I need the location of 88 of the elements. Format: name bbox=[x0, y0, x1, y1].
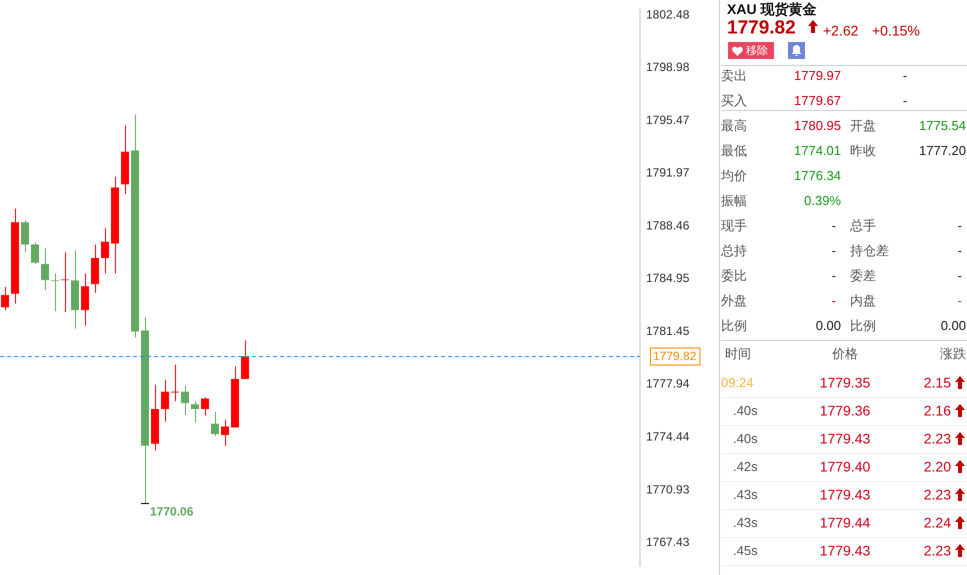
y-tick-label: 1781.45 bbox=[646, 324, 690, 338]
annotation: 1770.06 bbox=[150, 504, 194, 518]
text: 1779.44 bbox=[820, 514, 870, 531]
text: - bbox=[832, 292, 836, 308]
text: .40s bbox=[733, 430, 758, 446]
text: 0.39% bbox=[804, 192, 841, 208]
text: 最低 bbox=[721, 142, 747, 158]
text: - bbox=[958, 242, 962, 258]
text: - bbox=[832, 218, 836, 234]
text: .43s bbox=[733, 486, 758, 502]
candlestick bbox=[161, 379, 169, 422]
text: 买入 bbox=[721, 92, 747, 108]
text: 涨跌 bbox=[940, 346, 966, 362]
text: 总手 bbox=[850, 218, 876, 234]
text: 内盘 bbox=[850, 292, 876, 308]
candlestick bbox=[41, 248, 49, 290]
text: 开盘 bbox=[850, 118, 876, 134]
text: 2.16 bbox=[924, 402, 951, 419]
text: 昨收 bbox=[850, 142, 876, 158]
candlestick bbox=[31, 242, 39, 264]
text: 均价 bbox=[721, 168, 747, 184]
y-tick-label: 1767.43 bbox=[646, 534, 690, 549]
button: 移除 bbox=[728, 42, 774, 59]
candlestick bbox=[101, 228, 109, 274]
candlestick bbox=[81, 273, 89, 326]
text: - bbox=[832, 242, 836, 258]
text: 委比 bbox=[721, 268, 747, 284]
text: .40s bbox=[733, 402, 758, 418]
text: 持仓差 bbox=[850, 242, 889, 258]
text: 2.23 bbox=[924, 486, 951, 503]
text: .43s bbox=[733, 514, 758, 530]
text: - bbox=[832, 268, 836, 284]
text: 1779.36 bbox=[820, 402, 870, 419]
text: 比例 bbox=[721, 318, 747, 334]
text: 1779.43 bbox=[820, 430, 870, 447]
y-tick-label: 1777.94 bbox=[646, 376, 690, 391]
text: 2.20 bbox=[924, 458, 951, 475]
text: 1780.95 bbox=[794, 118, 841, 134]
text: - bbox=[958, 268, 962, 284]
candlestick bbox=[241, 340, 249, 380]
text: 卖出 bbox=[721, 68, 747, 84]
text: 1774.01 bbox=[794, 142, 841, 158]
text: - bbox=[958, 218, 962, 234]
text: 委差 bbox=[850, 268, 876, 284]
text: - bbox=[902, 92, 908, 108]
y-tick-label: 1791.97 bbox=[646, 166, 690, 180]
ref-line-label: 1779.82 bbox=[653, 348, 697, 363]
text: - bbox=[902, 68, 908, 84]
text: 1779.35 bbox=[820, 374, 870, 391]
candlestick bbox=[21, 220, 29, 253]
y-tick-label: 1802.48 bbox=[646, 7, 690, 22]
text: 1779.40 bbox=[820, 458, 870, 475]
text: 1779.97 bbox=[794, 68, 841, 84]
text: 09:24 bbox=[721, 374, 754, 390]
candlestick bbox=[191, 400, 199, 424]
text: .45s bbox=[733, 542, 758, 558]
text: 2.23 bbox=[924, 542, 951, 559]
y-tick-label: 1770.93 bbox=[646, 482, 690, 496]
text: 外盘 bbox=[721, 292, 747, 308]
y-tick-label: 1795.47 bbox=[646, 112, 690, 127]
text: 1776.34 bbox=[794, 168, 841, 184]
text: 0.00 bbox=[940, 318, 966, 334]
text: 时间 bbox=[725, 346, 751, 362]
y-tick-label: 1788.46 bbox=[646, 218, 690, 232]
y-tick-label: 1774.44 bbox=[646, 429, 690, 444]
text: 1779.67 bbox=[794, 92, 841, 108]
text: 振幅 bbox=[721, 192, 747, 208]
y-tick-label: 1798.98 bbox=[646, 60, 690, 74]
text: 1779.82 bbox=[727, 18, 796, 40]
text: +2.62 bbox=[823, 22, 858, 39]
text: 1779.43 bbox=[820, 542, 870, 559]
text: 2.15 bbox=[924, 374, 951, 391]
text: 2.23 bbox=[924, 430, 951, 447]
text: 比例 bbox=[850, 318, 876, 334]
text: +0.15% bbox=[872, 22, 920, 39]
text: .42s bbox=[733, 458, 758, 474]
text: 最高 bbox=[721, 118, 747, 134]
text: 1777.20 bbox=[919, 142, 966, 158]
text: XAU 现货黄金 bbox=[727, 1, 816, 19]
text: 0.00 bbox=[816, 318, 841, 334]
text: 现手 bbox=[721, 218, 747, 234]
text: 1775.54 bbox=[919, 118, 966, 134]
y-tick-label: 1784.95 bbox=[646, 271, 690, 286]
text: - bbox=[958, 292, 962, 308]
text: 1779.43 bbox=[820, 486, 870, 503]
text: 价格 bbox=[832, 346, 858, 362]
text: 总持 bbox=[721, 242, 747, 258]
text: 2.24 bbox=[924, 514, 951, 531]
